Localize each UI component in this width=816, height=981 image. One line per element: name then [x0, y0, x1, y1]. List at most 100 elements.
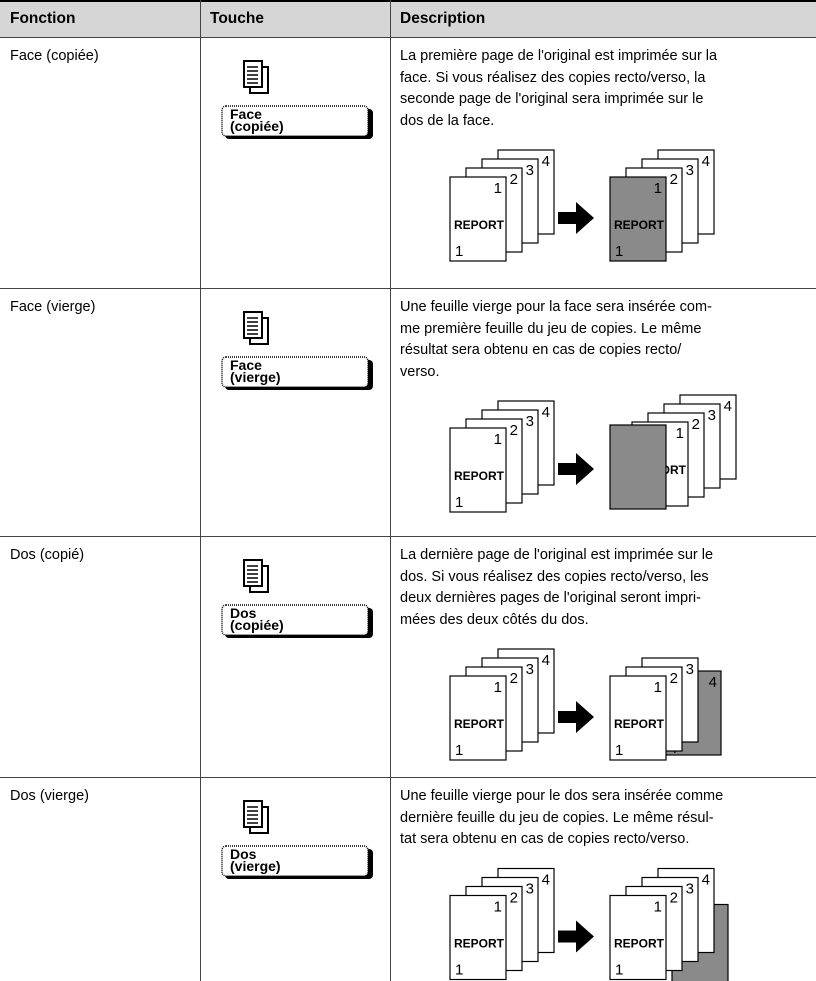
page-number: 3 [526, 881, 534, 898]
page-number: 4 [724, 398, 732, 415]
description-line: Une feuille vierge pour le dos sera insé… [400, 788, 724, 804]
button-label: (vierge) [230, 369, 281, 385]
page-number: 2 [670, 670, 678, 687]
rule [0, 777, 816, 778]
page-number: 1 [676, 425, 684, 442]
description-line: mées des deux côtés du dos. [400, 611, 589, 628]
description-line: verso. [400, 363, 440, 380]
arrow [558, 920, 594, 953]
button-label: (vierge) [230, 858, 281, 874]
page-number: 1 [654, 679, 662, 696]
description-line: face. Si vous réalisez des copies recto/… [400, 69, 706, 86]
key: Dos(copiée) [221, 559, 373, 638]
sheet [609, 176, 667, 262]
cover-title: REPORT [614, 937, 665, 951]
button [221, 604, 369, 636]
button [221, 845, 369, 877]
button-label: Face [230, 357, 262, 373]
page-number: 4 [702, 153, 710, 170]
description-line: tat sera obtenu en cas de copies recto/v… [400, 831, 690, 847]
page-number: 4 [709, 674, 717, 691]
button-label: (copiée) [230, 118, 284, 134]
page-number: 1 [494, 180, 502, 197]
key: Face(vierge) [221, 311, 373, 390]
page-number: 2 [692, 416, 700, 433]
cover-number: 1 [615, 962, 623, 979]
description-line: La dernière page de l'original est impri… [400, 547, 714, 563]
page-number: 3 [526, 162, 534, 179]
fonction-cell: Face (vierge) [10, 299, 96, 315]
sheet [449, 894, 507, 981]
description-line: dos. Si vous réalisez des copies recto/v… [400, 568, 709, 585]
description-line: Une feuille vierge pour la face sera ins… [400, 299, 712, 315]
fonction-cell: Face (copiée) [10, 48, 99, 64]
cover-title: REPORT [454, 937, 505, 951]
rule [0, 288, 816, 289]
column-line [390, 0, 391, 981]
page-number: 1 [494, 899, 502, 916]
page-number: 2 [510, 890, 518, 907]
cover-number: 1 [455, 494, 463, 511]
cover-title: REPORT [454, 717, 505, 731]
page-number: 4 [542, 153, 550, 170]
header-cell: Description [390, 0, 816, 37]
page-number: 1 [654, 180, 662, 197]
rule [0, 536, 816, 537]
sheet [449, 176, 507, 262]
description-line: me première feuille du jeu de copies. Le… [400, 320, 702, 337]
fonction-cell: Dos (vierge) [10, 788, 89, 804]
header-cell: Fonction [0, 0, 200, 37]
description-line: dernière feuille du jeu de copies. Le mê… [400, 809, 714, 826]
cover-title: REPORT [454, 469, 505, 483]
page-number: 2 [510, 670, 518, 687]
page-number: 3 [686, 162, 694, 179]
cover-title: REPORT [614, 717, 665, 731]
sheet [449, 427, 507, 513]
sheet [609, 675, 667, 761]
cover-number: 1 [455, 962, 463, 979]
sheet [609, 424, 667, 510]
cover-number: 1 [455, 243, 463, 260]
page-number: 3 [708, 407, 716, 424]
cover-number: 1 [455, 742, 463, 759]
button-label: Dos [230, 605, 257, 621]
cover-title: REPORT [614, 218, 665, 232]
arrow [558, 453, 594, 485]
page-number: 4 [542, 652, 550, 669]
page-number: 3 [526, 413, 534, 430]
page-number: 4 [542, 872, 550, 889]
key: Face(copiée) [221, 60, 373, 139]
description-line: résultat sera obtenu en cas de copies re… [400, 342, 682, 358]
fonction-cell: Dos (copié) [10, 547, 85, 563]
page-number: 1 [494, 679, 502, 696]
key: Dos(vierge) [221, 800, 373, 879]
sheet [449, 675, 507, 761]
page-number: 4 [542, 404, 550, 421]
page-number: 2 [670, 171, 678, 188]
page-number: 1 [494, 431, 502, 448]
button [221, 356, 369, 388]
description-line: deux dernières pages de l'original seron… [400, 590, 701, 606]
button-label: (copiée) [230, 617, 284, 633]
page-number: 3 [686, 661, 694, 678]
page-number: 2 [510, 422, 518, 439]
page-number: 3 [526, 661, 534, 678]
column-line [200, 0, 201, 981]
sheet [609, 894, 667, 981]
page-number: 2 [670, 890, 678, 907]
cover-title: REPORT [454, 218, 505, 232]
rule [0, 0, 816, 2]
page-number: 4 [702, 872, 710, 889]
page-number: 2 [510, 171, 518, 188]
button-label: Dos [230, 846, 257, 862]
description-line: La première page de l'original est impri… [400, 48, 718, 64]
rule [0, 37, 816, 38]
arrow [558, 701, 594, 733]
header-cell: Touche [200, 0, 390, 37]
description-line: dos de la face. [400, 112, 495, 129]
